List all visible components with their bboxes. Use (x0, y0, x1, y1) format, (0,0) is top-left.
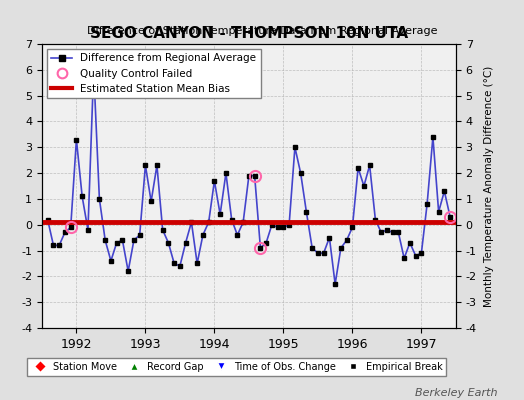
Text: Berkeley Earth: Berkeley Earth (416, 388, 498, 398)
Text: Difference of Station Temperature Data from Regional Average: Difference of Station Temperature Data f… (87, 26, 437, 36)
Title: SEGO CANYON - THOMPSON 10N UTA: SEGO CANYON - THOMPSON 10N UTA (90, 26, 408, 42)
Legend: Station Move, Record Gap, Time of Obs. Change, Empirical Break: Station Move, Record Gap, Time of Obs. C… (27, 358, 446, 376)
Y-axis label: Monthly Temperature Anomaly Difference (°C): Monthly Temperature Anomaly Difference (… (484, 65, 494, 307)
